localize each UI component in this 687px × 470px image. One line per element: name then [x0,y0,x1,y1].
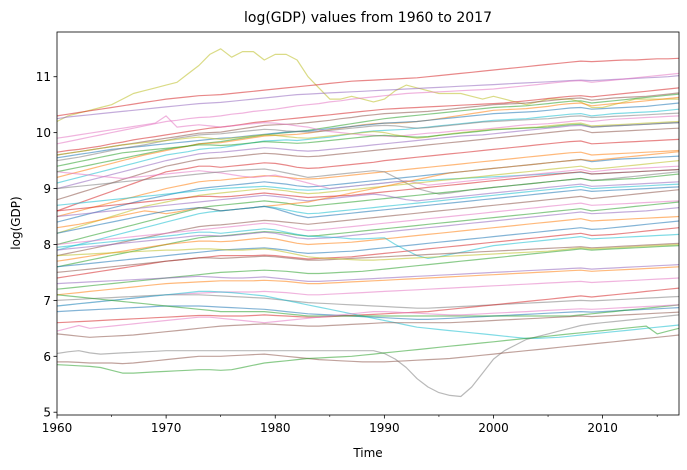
series-line-40 [57,245,679,290]
series-line-15 [57,122,679,190]
series-line-51 [57,314,679,398]
series-line-46 [57,287,679,324]
series-line-34 [57,215,679,262]
series-line-18 [57,149,679,218]
series-line-28 [57,183,679,251]
x-tick-label-2000: 2000 [478,421,509,435]
y-axis-label: log(GDP) [9,196,23,249]
y-tick-label-6: 6 [43,350,51,364]
series-line-26 [57,151,679,229]
series-line-16 [57,127,679,201]
series-line-24 [57,173,679,246]
series-line-21 [57,165,679,190]
y-tick-label-5: 5 [43,406,51,420]
axes-layer: 1960 1970 1980 1990 2000 2010 5 6 7 8 9 10 11 [36,31,680,435]
y-tick-label-11: 11 [36,70,51,84]
chart-title: log(GDP) values from 1960 to 2017 [244,10,492,26]
y-tick-label-9: 9 [43,182,51,196]
x-tick-label-1980: 1980 [260,421,291,435]
x-tick-label-1960: 1960 [42,421,73,435]
series-line-35 [57,220,679,268]
series-line-39 [57,243,679,261]
series-line-6 [57,92,679,156]
series-line-29 [57,186,679,234]
series-line-30 [57,189,679,257]
series-line-47 [57,290,679,339]
plot-frame [56,31,680,416]
series-line-38 [57,242,679,273]
series-line-2 [57,57,679,117]
y-tick-label-10: 10 [36,126,51,140]
series-line-33 [57,207,679,251]
x-axis-label: Time [352,446,382,460]
series-line-7 [57,93,679,173]
series-line-11 [57,115,679,139]
series-line-23 [57,160,679,234]
series-line-9 [57,102,679,159]
series-line-13 [57,120,679,156]
series-line-48 [57,294,679,317]
x-tick-label-1990: 1990 [369,421,400,435]
series-line-43 [57,277,679,307]
series-line-50 [57,311,679,338]
y-tick-label-7: 7 [43,294,51,308]
series-line-52 [57,334,679,365]
series-line-31 [57,200,679,246]
series-line-36 [57,228,679,259]
series-line-49 [57,304,679,332]
series-group [57,48,679,398]
series-line-41 [57,264,679,285]
series-line-53 [57,325,679,374]
series-layer [57,48,679,398]
series-line-42 [57,266,679,296]
series-line-25 [57,181,679,218]
x-tick-label-1970: 1970 [151,421,182,435]
x-tick-label-2010: 2010 [587,421,618,435]
y-tick-label-8: 8 [43,238,51,252]
series-line-14 [57,122,679,167]
series-line-27 [57,168,679,212]
series-line-17 [57,138,679,212]
series-line-4 [57,72,679,145]
series-line-5 [57,87,679,153]
